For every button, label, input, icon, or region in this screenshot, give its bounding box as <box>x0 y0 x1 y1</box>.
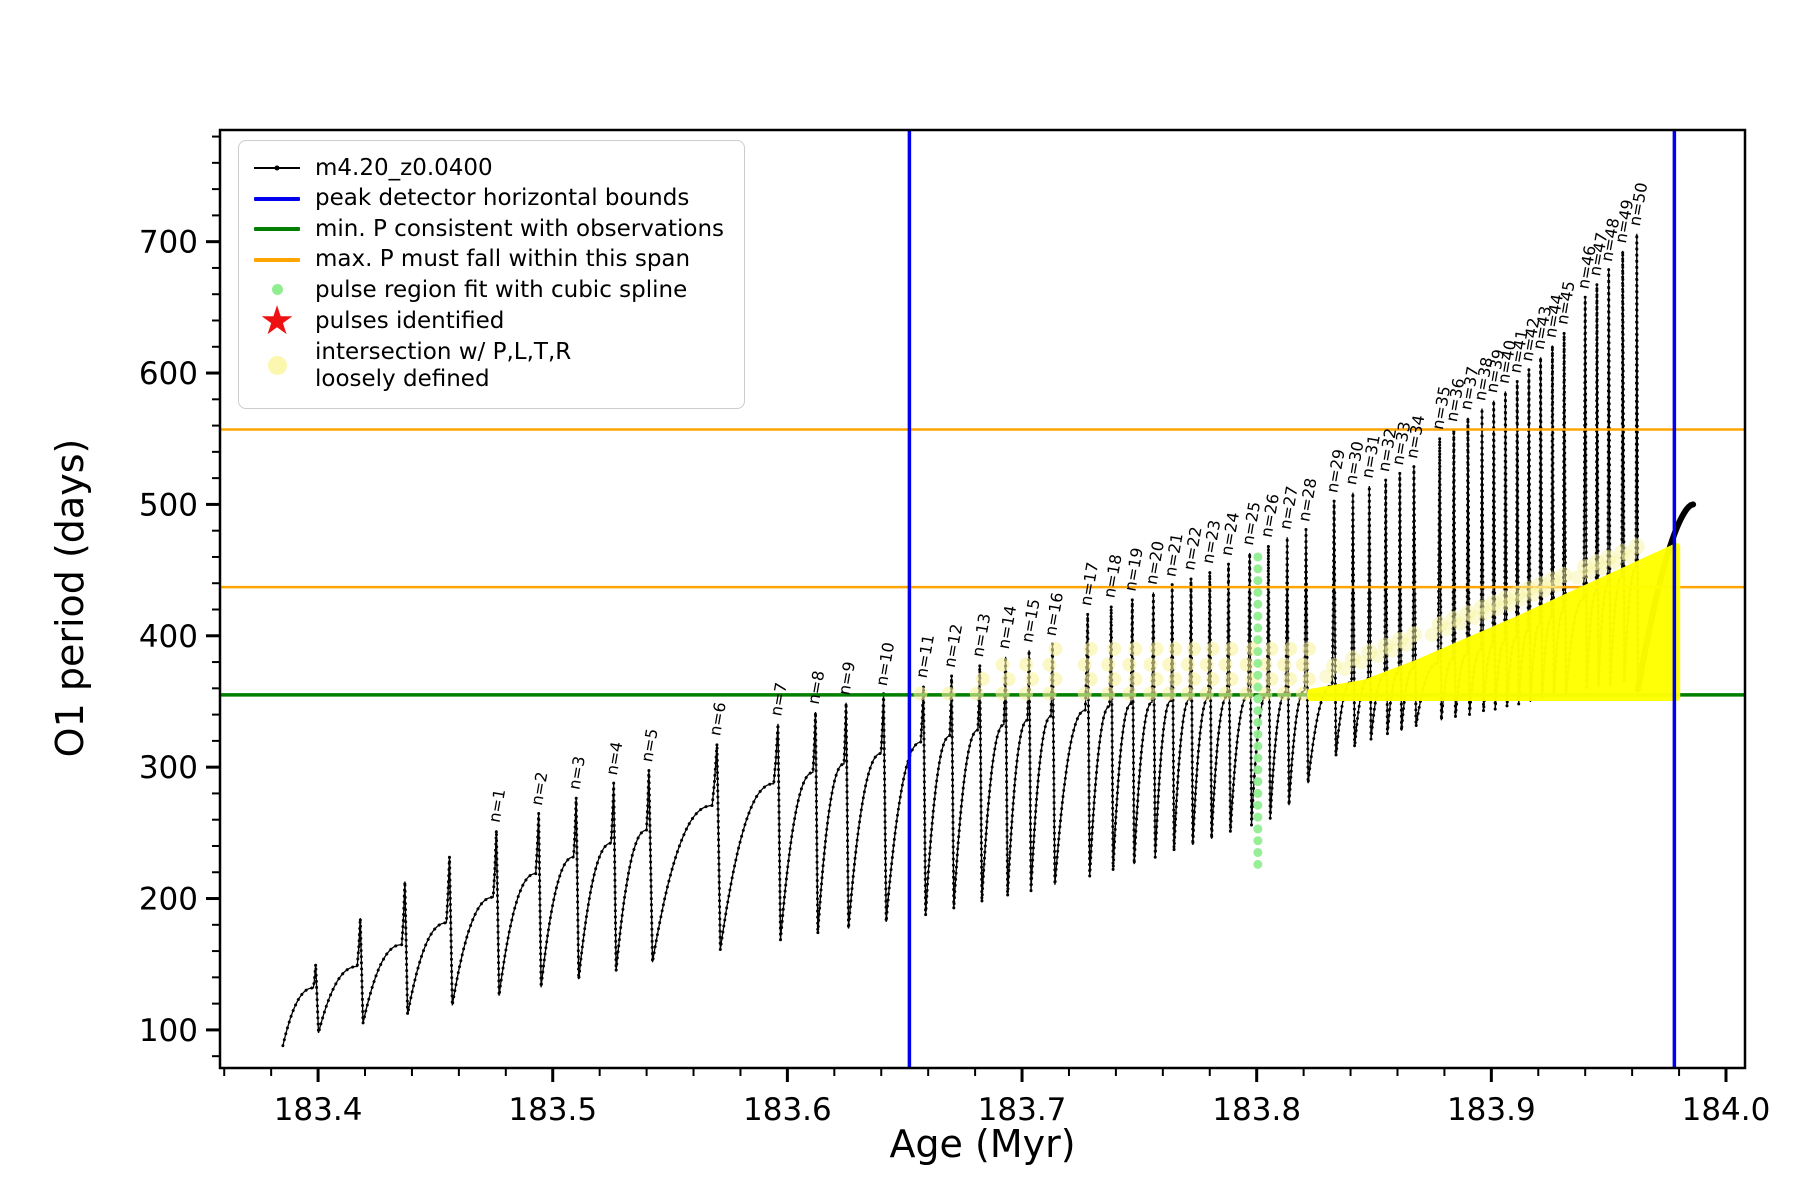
svg-text:n=28: n=28 <box>1294 477 1320 524</box>
svg-text:n=2: n=2 <box>527 770 552 807</box>
legend-item-max-p: max. P must fall within this span <box>251 246 724 272</box>
legend-item-spline: pulse region fit with cubic spline <box>251 277 724 303</box>
svg-text:700: 700 <box>139 225 198 261</box>
yellow-dot-icon <box>267 356 287 376</box>
legend-item-peak-bounds: peak detector horizontal bounds <box>251 185 724 211</box>
svg-text:n=12: n=12 <box>940 622 966 669</box>
svg-text:n=16: n=16 <box>1041 591 1067 638</box>
svg-text:500: 500 <box>139 487 198 523</box>
spline-dot-icon <box>271 284 283 296</box>
svg-text:300: 300 <box>139 750 198 786</box>
svg-text:n=15: n=15 <box>1017 597 1043 644</box>
svg-text:184.0: 184.0 <box>1682 1092 1771 1128</box>
legend-label: pulses identified <box>315 307 505 334</box>
legend-label: intersection w/ P,L,T,R loosely defined <box>315 339 572 392</box>
svg-text:n=18: n=18 <box>1099 553 1125 600</box>
legend-label: min. P consistent with observations <box>315 215 725 242</box>
svg-text:183.4: 183.4 <box>274 1092 363 1128</box>
legend-item-series: m4.20_z0.0400 <box>251 155 724 181</box>
legend: m4.20_z0.0400 peak detector horizontal b… <box>238 140 746 410</box>
green-line-icon <box>254 227 300 232</box>
series-line-icon <box>254 167 300 170</box>
svg-text:183.7: 183.7 <box>978 1092 1067 1128</box>
svg-text:n=1: n=1 <box>485 787 510 824</box>
svg-text:200: 200 <box>139 882 198 918</box>
svg-text:183.8: 183.8 <box>1212 1092 1301 1128</box>
svg-text:n=6: n=6 <box>705 701 730 738</box>
svg-text:n=11: n=11 <box>912 633 938 680</box>
svg-text:n=17: n=17 <box>1076 561 1102 608</box>
svg-text:n=4: n=4 <box>602 740 627 777</box>
legend-label: max. P must fall within this span <box>315 246 691 273</box>
svg-text:n=10: n=10 <box>872 641 898 688</box>
star-icon <box>259 307 295 335</box>
svg-text:n=14: n=14 <box>994 604 1020 651</box>
svg-text:400: 400 <box>139 619 198 655</box>
svg-text:n=13: n=13 <box>968 612 994 659</box>
blue-line-icon <box>254 196 300 201</box>
svg-text:183.6: 183.6 <box>743 1092 832 1128</box>
orange-line-icon <box>254 257 300 262</box>
legend-item-min-p: min. P consistent with observations <box>251 216 724 242</box>
svg-text:n=9: n=9 <box>834 660 859 697</box>
svg-text:n=5: n=5 <box>637 727 662 764</box>
svg-text:n=50: n=50 <box>1625 181 1651 228</box>
svg-text:600: 600 <box>139 356 198 392</box>
svg-text:183.5: 183.5 <box>508 1092 597 1128</box>
y-axis-label: O1 period (days) <box>48 438 92 758</box>
svg-text:n=34: n=34 <box>1402 413 1428 460</box>
svg-text:183.9: 183.9 <box>1447 1092 1536 1128</box>
legend-label: m4.20_z0.0400 <box>315 155 493 181</box>
svg-text:n=8: n=8 <box>804 669 829 706</box>
legend-item-pulses: pulses identified <box>251 307 724 335</box>
svg-text:n=19: n=19 <box>1121 546 1147 593</box>
svg-text:n=7: n=7 <box>766 681 791 718</box>
legend-label: pulse region fit with cubic spline <box>315 276 688 303</box>
svg-text:100: 100 <box>139 1013 198 1049</box>
legend-label: peak detector horizontal bounds <box>315 185 690 212</box>
legend-item-intersection: intersection w/ P,L,T,R loosely defined <box>251 339 724 392</box>
svg-text:n=3: n=3 <box>564 755 589 792</box>
x-axis-label: Age (Myr) <box>889 1122 1076 1166</box>
